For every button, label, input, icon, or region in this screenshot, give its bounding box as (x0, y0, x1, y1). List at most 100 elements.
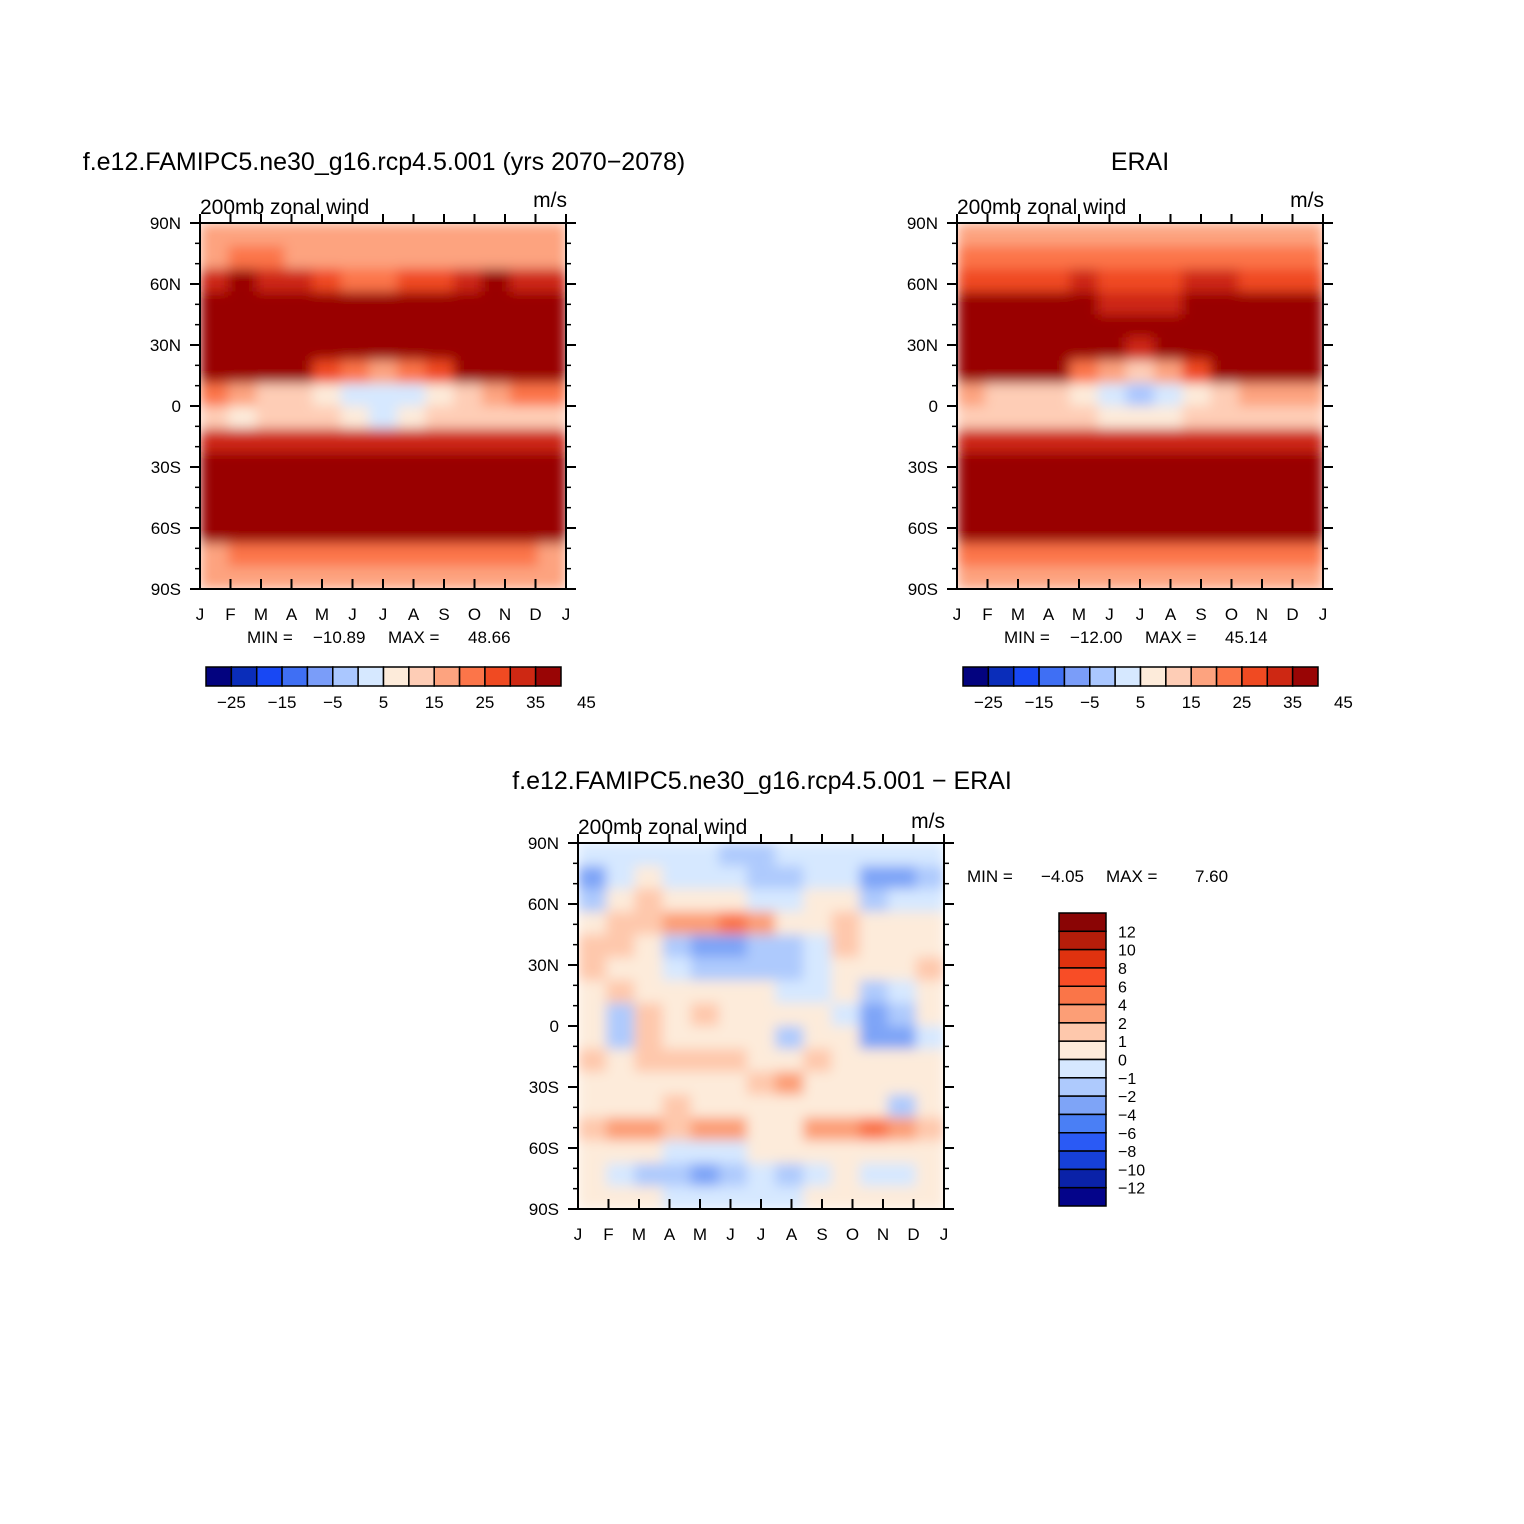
field-cell (1182, 566, 1211, 589)
field-cell (957, 291, 986, 316)
field-cell (746, 1140, 776, 1164)
field-cell (284, 520, 314, 544)
field-cell (537, 383, 566, 407)
field-cell (284, 337, 314, 361)
field-cell (887, 888, 917, 913)
field-cell (690, 1117, 720, 1141)
field-cell (1182, 497, 1211, 521)
y-tick-label: 60S (529, 1139, 559, 1158)
field-cell (312, 223, 342, 247)
x-tick-label: M (693, 1225, 707, 1244)
field-cell (481, 428, 511, 453)
field-cell (509, 337, 539, 361)
colorbar-swatch (357, 666, 385, 687)
field-cell (775, 1186, 804, 1209)
field-cell (397, 543, 426, 567)
field-cell (1266, 474, 1296, 499)
field-cell (718, 1071, 748, 1096)
field-cell (1097, 383, 1127, 407)
field-cell (397, 383, 426, 407)
field-cell (775, 980, 804, 1004)
panel-title: ERAI (1111, 148, 1169, 176)
field-cell (1210, 337, 1240, 361)
field-cell (397, 360, 426, 384)
field-cell (887, 1071, 917, 1096)
field-cell (887, 957, 917, 981)
field-cell (256, 314, 286, 338)
field-cell (803, 1094, 832, 1119)
field-cell (200, 337, 229, 361)
field-cell (662, 911, 692, 936)
field-cell (985, 543, 1014, 567)
colorbar-swatch (458, 666, 486, 687)
field-cell (985, 406, 1014, 430)
field-cell (284, 268, 314, 293)
field-cell (1013, 566, 1043, 589)
field-cell (915, 865, 944, 890)
field-cell (831, 1026, 861, 1050)
field-cell (481, 451, 511, 476)
field-cell (985, 223, 1014, 247)
field-cell (915, 957, 944, 981)
field-cell (1013, 268, 1043, 293)
field-cell (1069, 451, 1099, 476)
field-cell (537, 428, 566, 453)
colorbar-label: 45 (577, 693, 596, 712)
field-cell (256, 566, 286, 589)
field-cell (859, 1094, 889, 1119)
field-cell (256, 268, 286, 293)
field-cell (312, 474, 342, 499)
field-cell (368, 337, 398, 361)
colorbar-label: 15 (1182, 693, 1201, 712)
field-cell (775, 1163, 804, 1187)
field-cell (340, 566, 370, 589)
field-cell (340, 451, 370, 476)
field-cell (1294, 543, 1323, 567)
field-cell (957, 451, 986, 476)
field-cell (509, 428, 539, 453)
colorbar-swatch (1058, 1186, 1107, 1207)
field-cell (228, 223, 257, 247)
colorbar-label: 10 (1118, 943, 1136, 960)
field-cell (859, 934, 889, 958)
field-cell (397, 451, 426, 476)
field-cell (340, 268, 370, 293)
field-cell (1069, 543, 1099, 567)
field-cell (606, 934, 635, 958)
field-cell (746, 934, 776, 958)
field-cell (200, 223, 229, 247)
field-cell (1238, 314, 1268, 338)
colorbar-label: −1 (1118, 1071, 1136, 1088)
field-cell (1069, 520, 1099, 544)
field-cell (397, 268, 426, 293)
field-cell (887, 1140, 917, 1164)
field-cell (887, 1026, 917, 1050)
field-cell (1266, 291, 1296, 316)
field-cell (1041, 360, 1071, 384)
field-cell (228, 497, 257, 521)
field-cell (1182, 291, 1211, 316)
colorbar-swatch (1058, 1132, 1107, 1152)
field-cell (915, 1071, 944, 1096)
field-cell (340, 223, 370, 247)
field-cell (831, 1140, 861, 1164)
field-cell (859, 980, 889, 1004)
field-cell (1069, 383, 1099, 407)
field-cell (1097, 428, 1127, 453)
field-cell (606, 865, 635, 890)
field-cell (690, 934, 720, 958)
plot-frame (577, 842, 945, 1210)
field-cell (746, 1026, 776, 1050)
field-cell (634, 843, 664, 867)
field-cell (690, 1163, 720, 1187)
field-cell (453, 245, 483, 270)
field-cell (887, 934, 917, 958)
field-cell (1238, 223, 1268, 247)
field-cell (915, 911, 944, 936)
colorbar: −25 −15 −5 5 15 25 35 45 (205, 666, 596, 712)
field-cell (746, 888, 776, 913)
x-tick-label: N (1256, 605, 1268, 624)
colorbar-label: −5 (1080, 693, 1099, 712)
field-cell (256, 406, 286, 430)
